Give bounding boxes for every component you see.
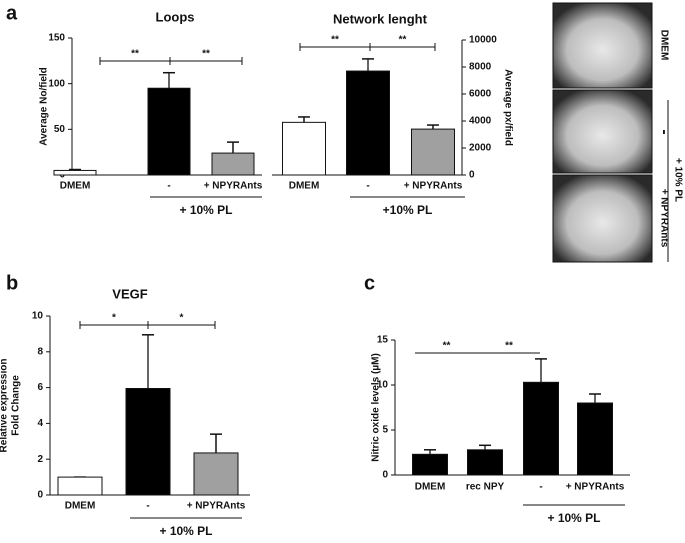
image bbox=[552, 174, 653, 263]
bar bbox=[577, 402, 613, 476]
x-tick-label: - bbox=[366, 181, 369, 192]
bar bbox=[211, 152, 255, 176]
significance: * bbox=[112, 313, 116, 324]
image-label: - bbox=[656, 129, 673, 134]
x-tick-label: + NPYRAnts bbox=[404, 181, 463, 192]
y-tick-label: 15 bbox=[377, 335, 389, 346]
y-axis-label: Nitric oxide levels (µM) bbox=[371, 353, 382, 462]
bar bbox=[57, 476, 103, 496]
image-label: DMEM bbox=[658, 30, 669, 61]
y-tick-label: 2 bbox=[37, 454, 43, 465]
y-tick-label: 4 bbox=[37, 418, 43, 429]
x-tick-label: rec NPY bbox=[466, 482, 505, 493]
group-label: + 10% PL bbox=[159, 524, 212, 538]
bar bbox=[412, 453, 448, 476]
panel-letter: c bbox=[364, 272, 375, 294]
bar bbox=[125, 387, 171, 496]
y-tick-label: 50 bbox=[54, 124, 66, 135]
significance: ** bbox=[443, 341, 451, 352]
image bbox=[552, 2, 653, 89]
chart-title: Loops bbox=[156, 9, 195, 24]
y-tick-label: 150 bbox=[48, 33, 65, 44]
bar bbox=[282, 121, 326, 176]
significance: * bbox=[180, 313, 184, 324]
bar bbox=[411, 128, 455, 176]
y-tick-label: 8000 bbox=[469, 62, 492, 73]
bar bbox=[193, 452, 239, 496]
y-axis-label: Fold Change bbox=[11, 375, 22, 436]
x-tick-label: DMEM bbox=[289, 181, 320, 192]
y-tick-label: 10000 bbox=[469, 35, 497, 46]
group-label: + 10% PL bbox=[547, 511, 600, 525]
image bbox=[552, 89, 653, 174]
significance: ** bbox=[399, 35, 407, 46]
x-tick-label: - bbox=[167, 181, 170, 192]
y-tick-label: 2000 bbox=[469, 143, 492, 154]
x-tick-label: DMEM bbox=[415, 482, 446, 493]
x-tick-label: DMEM bbox=[65, 501, 96, 512]
significance: ** bbox=[331, 35, 339, 46]
y-tick-label: 0 bbox=[382, 470, 388, 481]
y-axis-label: Relative expression bbox=[0, 359, 10, 453]
y-tick-label: 8 bbox=[37, 346, 43, 357]
micrographs: DMEM - + NPYRAnts + 10% PL bbox=[552, 2, 683, 263]
group-label: +10% PL bbox=[383, 203, 433, 217]
x-tick-label: + NPYRAnts bbox=[204, 181, 263, 192]
y-tick-label: 100 bbox=[48, 78, 65, 89]
y-tick-label: 0 bbox=[469, 170, 475, 181]
group-label: + 10% PL bbox=[179, 203, 232, 217]
bar bbox=[523, 381, 559, 476]
panel-letter: a bbox=[6, 2, 18, 24]
x-tick-label: + NPYRAnts bbox=[187, 501, 246, 512]
y-tick-label: 4000 bbox=[469, 116, 492, 127]
y-tick-label: 5 bbox=[382, 425, 388, 436]
bar bbox=[53, 169, 97, 176]
y-tick-label: 10 bbox=[32, 311, 44, 322]
y-tick-label: 6 bbox=[37, 382, 43, 393]
chart-title: VEGF bbox=[112, 286, 147, 301]
x-tick-label: DMEM bbox=[60, 181, 91, 192]
bar bbox=[147, 87, 191, 176]
chart-title: Network lenght bbox=[333, 11, 428, 26]
image-group-label: + 10% PL bbox=[672, 158, 683, 202]
y-tick-label: 10 bbox=[377, 380, 389, 391]
significance: ** bbox=[131, 49, 139, 60]
y-axis-label: Average No/field bbox=[39, 67, 50, 146]
x-tick-label: - bbox=[146, 501, 149, 512]
y-tick-label: 0 bbox=[37, 490, 43, 501]
x-tick-label: - bbox=[539, 482, 542, 493]
y-axis-label: Average px/field bbox=[502, 69, 513, 146]
y-tick-label: 6000 bbox=[469, 89, 492, 100]
significance: ** bbox=[505, 341, 513, 352]
x-tick-label: + NPYRAnts bbox=[566, 482, 625, 493]
panel-letter: b bbox=[6, 272, 18, 294]
significance: ** bbox=[202, 49, 210, 60]
image-label: + NPYRAnts bbox=[658, 189, 669, 248]
bar bbox=[467, 449, 503, 476]
bar bbox=[346, 70, 390, 176]
